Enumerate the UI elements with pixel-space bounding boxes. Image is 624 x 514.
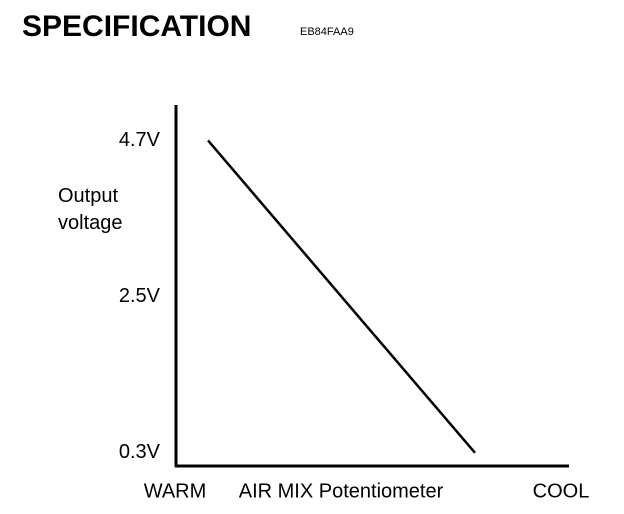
y-tick-label: 0.3V xyxy=(119,441,161,463)
y-axis-label: Output voltage xyxy=(58,185,123,234)
y-tick-label: 4.7V xyxy=(119,129,161,151)
x-tick-label: WARM xyxy=(144,480,207,502)
y-tick-label: 2.5V xyxy=(119,285,161,307)
doc-code: EB84FAA9 xyxy=(300,26,354,38)
x-tick-label: COOL xyxy=(533,480,590,502)
chart-title: SPECIFICATION xyxy=(22,10,251,43)
data-line xyxy=(207,139,476,454)
x-axis-label: AIR MIX Potentiometer xyxy=(239,480,444,502)
